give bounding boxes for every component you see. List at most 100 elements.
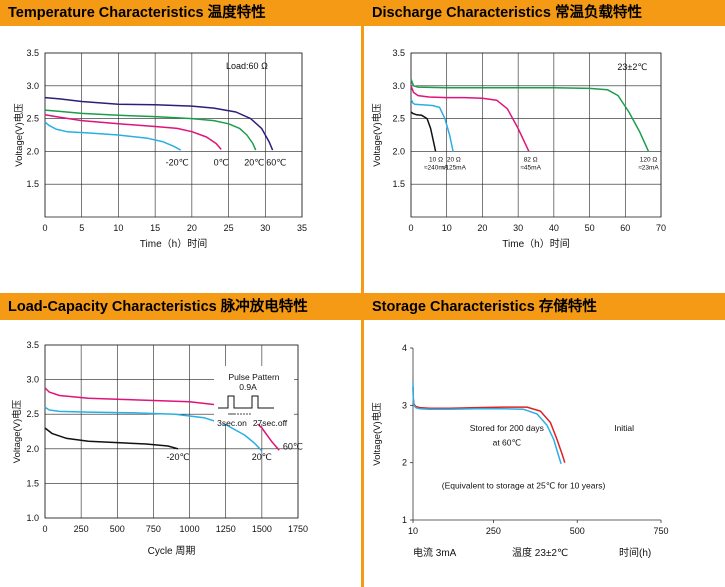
tick-label-x: 20 <box>477 223 487 233</box>
tick-label-x: 50 <box>585 223 595 233</box>
series-line <box>44 121 182 151</box>
temperature-chart: 0 5 10 15 20 25 30 35 1.5 2.0 2.5 3.0 3.5 Voltage(V)电… <box>13 48 307 250</box>
series-line <box>44 109 257 151</box>
x-axis-label: Time（h）时间 <box>140 237 207 250</box>
x-axis-label: Time（h）时间 <box>502 237 569 250</box>
tick-label-x: 0 <box>408 223 413 233</box>
tick-label-y: 2.0 <box>26 444 39 454</box>
tick-label-x: 70 <box>656 223 666 233</box>
tick-label-x: 5 <box>79 223 84 233</box>
tick-label-x: 1750 <box>288 524 308 534</box>
tick-label-x: 750 <box>146 524 161 534</box>
pulse-waveform <box>218 395 274 409</box>
pulse-on-label: 3sec.on <box>217 418 247 428</box>
series-line <box>410 98 454 152</box>
tick-label-y: 1 <box>402 515 407 525</box>
series-label-current: ≈45mA <box>520 164 541 171</box>
tick-label-y: 3.5 <box>392 48 405 58</box>
tick-label-x: 30 <box>260 223 270 233</box>
tick-label-x: 15 <box>150 223 160 233</box>
tick-label-x: 1000 <box>180 524 200 534</box>
tick-label-y: 2.5 <box>26 409 39 419</box>
discharge-chart: 0 10 20 30 40 50 60 70 1.5 2.0 2.5 3.0 3.5 Voltage(V)… <box>371 48 666 250</box>
series-label-ohm: 10 Ω <box>429 156 443 163</box>
tick-label-x: 20 <box>187 223 197 233</box>
tick-label-y: 3.0 <box>392 81 405 91</box>
tick-label-y: 3.0 <box>26 375 39 385</box>
load-capacity-panel: Load-Capacity Characteristics 脉冲放电特性 0 25… <box>0 294 361 587</box>
tick-label-y: 2 <box>402 458 407 468</box>
series-label: 60℃ <box>266 157 286 167</box>
annotation-initial: Initial <box>614 423 634 433</box>
plot-frame <box>410 52 662 218</box>
series-line <box>410 111 437 152</box>
tick-label-x: 1500 <box>252 524 272 534</box>
tick-label-x: 10 <box>408 526 418 536</box>
temperature-characteristics-panel: Temperature Characteristics 温度特性 0 5 10 15 2… <box>0 0 361 293</box>
y-axis-label: Voltage(V)电压 <box>371 103 383 167</box>
series-label: -20℃ <box>166 452 189 462</box>
panel-title: Temperature Characteristics 温度特性 <box>0 0 361 26</box>
series-line <box>44 113 222 150</box>
panel-separator-horizontal <box>0 291 725 294</box>
series-line <box>44 387 280 451</box>
tick-label-y: 3.5 <box>26 340 39 350</box>
tick-label-x: 60 <box>620 223 630 233</box>
tick-label-x: 10 <box>442 223 452 233</box>
tick-label-x: 500 <box>570 526 585 536</box>
tick-label-x: 30 <box>513 223 523 233</box>
series-label: 60℃ <box>283 441 303 451</box>
pulse-off-label: 27sec.off <box>253 418 288 428</box>
series-label: 20℃ <box>252 452 272 462</box>
plot-frame <box>44 344 299 519</box>
panel-title: Load-Capacity Characteristics 脉冲放电特性 <box>0 294 361 320</box>
series-line <box>410 85 530 152</box>
y-axis-label: Voltage(V)电压 <box>11 399 23 463</box>
tick-label-y: 4 <box>402 343 407 353</box>
annotation-stored: Stored for 200 days <box>470 423 544 433</box>
series-label: -20℃ <box>166 157 189 167</box>
tick-label-x: 25 <box>224 223 234 233</box>
series-label-current: ≈240mA <box>424 164 449 171</box>
series-label: 0℃ <box>214 157 229 167</box>
storage-chart: 10 250 500 750 1 2 3 4 Voltage(V)电压 Stored for 20… <box>371 343 669 559</box>
tick-label-x: 0 <box>42 524 47 534</box>
tick-label-y: 3 <box>402 400 407 410</box>
tick-label-x: 750 <box>653 526 668 536</box>
storage-characteristics-panel: Storage Characteristics 存储特性 10 250 500 750… <box>364 294 725 587</box>
x-axis-label: Cycle 周期 <box>148 545 196 557</box>
tick-label-y: 2.5 <box>26 114 39 124</box>
footer-time: 时间(h) <box>619 546 651 559</box>
temp-annotation: 23±2℃ <box>617 62 647 72</box>
pulse-pattern-title: Pulse Pattern <box>228 372 279 382</box>
load-capacity-chart: 0 250 500 750 1000 1250 1500 1750 1.0 1.5 2.0 2.5 3.… <box>11 340 308 557</box>
series-line <box>410 78 650 152</box>
tick-label-x: 10 <box>113 223 123 233</box>
tick-label-y: 3.5 <box>26 48 39 58</box>
tick-label-x: 250 <box>486 526 501 536</box>
pulse-current: 0.9A <box>239 382 257 392</box>
tick-label-x: 500 <box>110 524 125 534</box>
pulse-pattern-box <box>214 366 294 424</box>
series-label-current: ≈125mA <box>442 164 467 171</box>
plot-frame <box>44 52 303 218</box>
annotation-temp: at 60℃ <box>493 437 522 447</box>
tick-label-y: 1.5 <box>26 179 39 189</box>
series-line <box>44 96 274 151</box>
tick-label-x: 35 <box>297 223 307 233</box>
panel-title: Discharge Characteristics 常温负载特性 <box>364 0 725 26</box>
tick-label-y: 1.5 <box>26 478 39 488</box>
discharge-characteristics-panel: Discharge Characteristics 常温负载特性 0 10 20 30… <box>364 0 725 293</box>
y-axis-label: Voltage(V)电压 <box>13 103 25 167</box>
tick-label-y: 2.0 <box>26 146 39 156</box>
tick-label-x: 1250 <box>216 524 236 534</box>
series-label: 20℃ <box>244 157 264 167</box>
tick-label-y: 1.5 <box>392 179 405 189</box>
footer-temperature: 温度 23±2℃ <box>512 546 568 559</box>
load-annotation: Load:60 Ω <box>226 61 268 71</box>
annotation-equivalent: (Equivalent to storage at 25℃ for 10 yea… <box>442 480 606 490</box>
series-line <box>44 406 263 452</box>
tick-label-x: 250 <box>74 524 89 534</box>
tick-label-y: 2.0 <box>392 146 405 156</box>
tick-label-y: 2.5 <box>392 114 405 124</box>
